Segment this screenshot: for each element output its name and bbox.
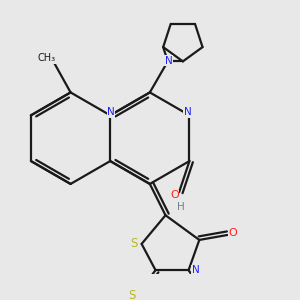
Text: S: S bbox=[128, 289, 136, 300]
Text: H: H bbox=[177, 202, 184, 212]
Text: N: N bbox=[107, 107, 115, 117]
Text: CH₃: CH₃ bbox=[38, 53, 56, 63]
Text: N: N bbox=[165, 56, 172, 66]
Text: N: N bbox=[184, 107, 191, 117]
Text: O: O bbox=[170, 190, 179, 200]
Text: O: O bbox=[229, 228, 238, 239]
Text: S: S bbox=[130, 237, 137, 250]
Text: N: N bbox=[192, 265, 200, 275]
